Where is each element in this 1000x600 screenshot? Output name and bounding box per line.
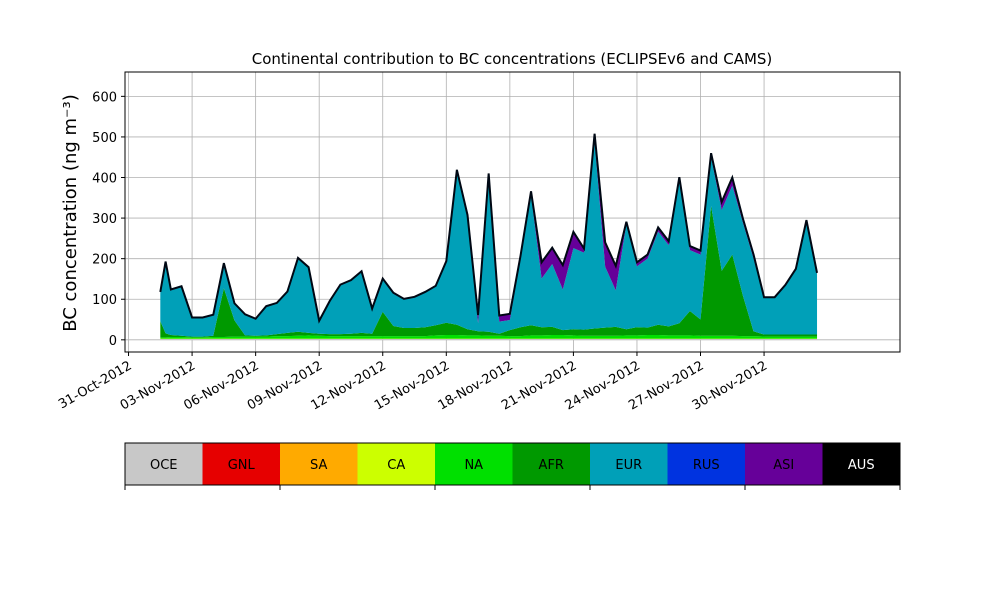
legend-swatch-afr [512, 443, 590, 485]
plot-area: 010020030040050060031-Oct-201203-Nov-201… [56, 71, 901, 413]
legend-swatch-eur [590, 443, 668, 485]
chart-title: Continental contribution to BC concentra… [252, 50, 773, 68]
legend-label-rus: RUS [693, 458, 720, 473]
series-area-oce [160, 339, 818, 340]
legend-label-oce: OCE [150, 458, 178, 473]
legend-swatch-asi [745, 443, 823, 485]
legend-label-gnl: GNL [228, 458, 256, 473]
legend-swatch-oce [125, 443, 203, 485]
plot-frame [124, 71, 901, 353]
y-tick-label: 200 [92, 253, 117, 268]
y-tick-label: 500 [92, 131, 117, 146]
legend-swatch-aus [822, 443, 900, 485]
y-tick-label: 400 [92, 172, 117, 187]
series-area-na [160, 334, 818, 339]
series-area-afr [160, 205, 818, 338]
legend-label-afr: AFR [539, 458, 564, 473]
legend-label-eur: EUR [615, 458, 642, 473]
legend-swatch-rus [667, 443, 745, 485]
legend-swatch-gnl [202, 443, 280, 485]
legend-swatch-ca [357, 443, 435, 485]
legend-label-ca: CA [387, 458, 405, 473]
legend-label-na: NA [464, 458, 483, 473]
legend-colorbar: OCE GNL SA CA NA AFR EUR RUS ASI AUS [124, 442, 901, 490]
legend-label-sa: SA [310, 458, 327, 473]
y-tick-label: 100 [92, 293, 117, 308]
legend-frame [124, 442, 901, 486]
legend-swatch-sa [280, 443, 358, 485]
y-tick-label: 300 [92, 212, 117, 227]
y-axis-label: BC concentration (ng m⁻³) [60, 94, 81, 332]
y-tick-label: 600 [92, 90, 117, 105]
total-line [159, 133, 819, 324]
legend-swatch-na [435, 443, 513, 485]
series-area-eur [160, 141, 818, 337]
legend-label-asi: ASI [773, 458, 794, 473]
legend-label-aus: AUS [848, 458, 875, 473]
y-tick-label: 0 [109, 334, 117, 349]
